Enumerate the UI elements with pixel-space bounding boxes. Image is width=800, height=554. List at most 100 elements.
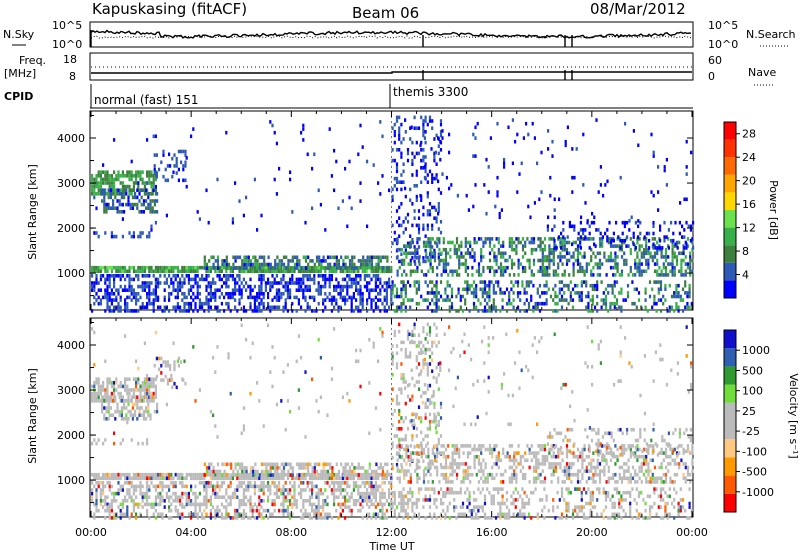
data-cell	[638, 237, 641, 241]
data-cell	[254, 469, 257, 474]
data-cell	[431, 237, 434, 241]
data-cell	[403, 269, 406, 274]
data-cell	[429, 240, 432, 245]
data-cell	[245, 195, 248, 200]
data-cell	[245, 488, 248, 492]
data-cell	[245, 476, 248, 481]
data-cell	[258, 309, 261, 313]
data-cell	[391, 287, 394, 292]
data-cell	[565, 298, 568, 302]
data-cell	[113, 516, 116, 520]
data-cell	[138, 409, 141, 414]
data-cell	[559, 240, 562, 245]
data-cell	[424, 494, 427, 499]
data-cell	[493, 269, 496, 274]
data-cell	[525, 121, 528, 126]
data-cell	[390, 505, 393, 509]
data-cell	[130, 476, 133, 481]
data-cell	[148, 395, 151, 399]
data-cell	[636, 262, 639, 266]
data-cell	[205, 288, 208, 292]
data-cell	[652, 231, 655, 236]
data-cell	[317, 491, 320, 496]
data-cell	[329, 266, 332, 270]
data-cell	[180, 160, 183, 165]
data-cell	[433, 216, 436, 220]
data-cell	[106, 298, 109, 302]
data-cell	[688, 291, 691, 295]
data-cell	[322, 266, 325, 270]
data-cell	[152, 384, 155, 389]
data-cell	[110, 265, 113, 270]
data-cell	[165, 265, 168, 270]
data-cell	[282, 466, 286, 470]
data-cell	[130, 192, 133, 196]
data-cell	[267, 495, 270, 499]
data-cell	[227, 277, 230, 282]
data-cell	[231, 295, 234, 300]
data-cell	[644, 305, 647, 310]
data-cell	[156, 406, 159, 410]
data-cell	[243, 473, 246, 477]
data-cell	[137, 269, 140, 274]
data-cell	[234, 255, 237, 260]
data-cell	[136, 399, 139, 403]
data-cell	[335, 476, 338, 481]
data-cell	[370, 516, 373, 520]
data-cell	[427, 269, 430, 274]
data-cell	[225, 516, 228, 520]
data-cell	[143, 305, 146, 310]
data-cell	[153, 409, 156, 414]
data-cell	[179, 269, 182, 274]
data-cell	[168, 292, 171, 296]
data-cell	[678, 231, 681, 236]
data-cell	[496, 193, 499, 198]
data-cell	[483, 309, 487, 313]
data-cell	[374, 484, 377, 489]
data-cell	[563, 291, 566, 295]
data-cell	[258, 495, 261, 499]
data-cell	[503, 512, 506, 517]
data-cell	[439, 512, 443, 517]
data-cell	[569, 280, 572, 284]
data-cell	[159, 472, 162, 477]
data-cell	[104, 288, 107, 292]
data-cell	[267, 473, 270, 477]
data-cell	[102, 177, 105, 182]
data-cell	[403, 251, 406, 256]
data-cell	[664, 269, 668, 274]
data-cell	[142, 199, 145, 203]
data-cell	[297, 288, 300, 292]
data-cell	[251, 309, 254, 313]
data-cell	[636, 269, 639, 274]
data-cell	[402, 487, 405, 491]
data-cell	[229, 476, 232, 481]
data-cell	[388, 481, 391, 485]
data-cell	[411, 202, 414, 206]
data-cell	[488, 294, 491, 299]
data-cell	[311, 259, 314, 263]
data-cell	[431, 291, 434, 295]
data-cell	[91, 488, 94, 492]
data-cell	[245, 466, 248, 470]
data-cell	[604, 287, 608, 292]
data-cell	[219, 469, 222, 474]
data-cell	[166, 378, 169, 382]
data-cell	[256, 472, 259, 477]
data-cell	[398, 494, 401, 499]
data-cell	[339, 488, 342, 492]
data-cell	[105, 417, 108, 421]
data-cell	[181, 491, 184, 496]
data-cell	[95, 269, 98, 274]
data-cell	[126, 384, 129, 389]
data-cell	[377, 484, 380, 489]
data-cell	[372, 265, 375, 270]
data-cell	[139, 476, 142, 481]
nave-tick-top: 60	[708, 54, 722, 67]
data-cell	[187, 495, 190, 499]
data-cell	[598, 273, 602, 277]
data-cell	[488, 490, 491, 495]
data-cell	[469, 244, 472, 248]
data-cell	[390, 298, 393, 302]
data-cell	[317, 476, 320, 481]
